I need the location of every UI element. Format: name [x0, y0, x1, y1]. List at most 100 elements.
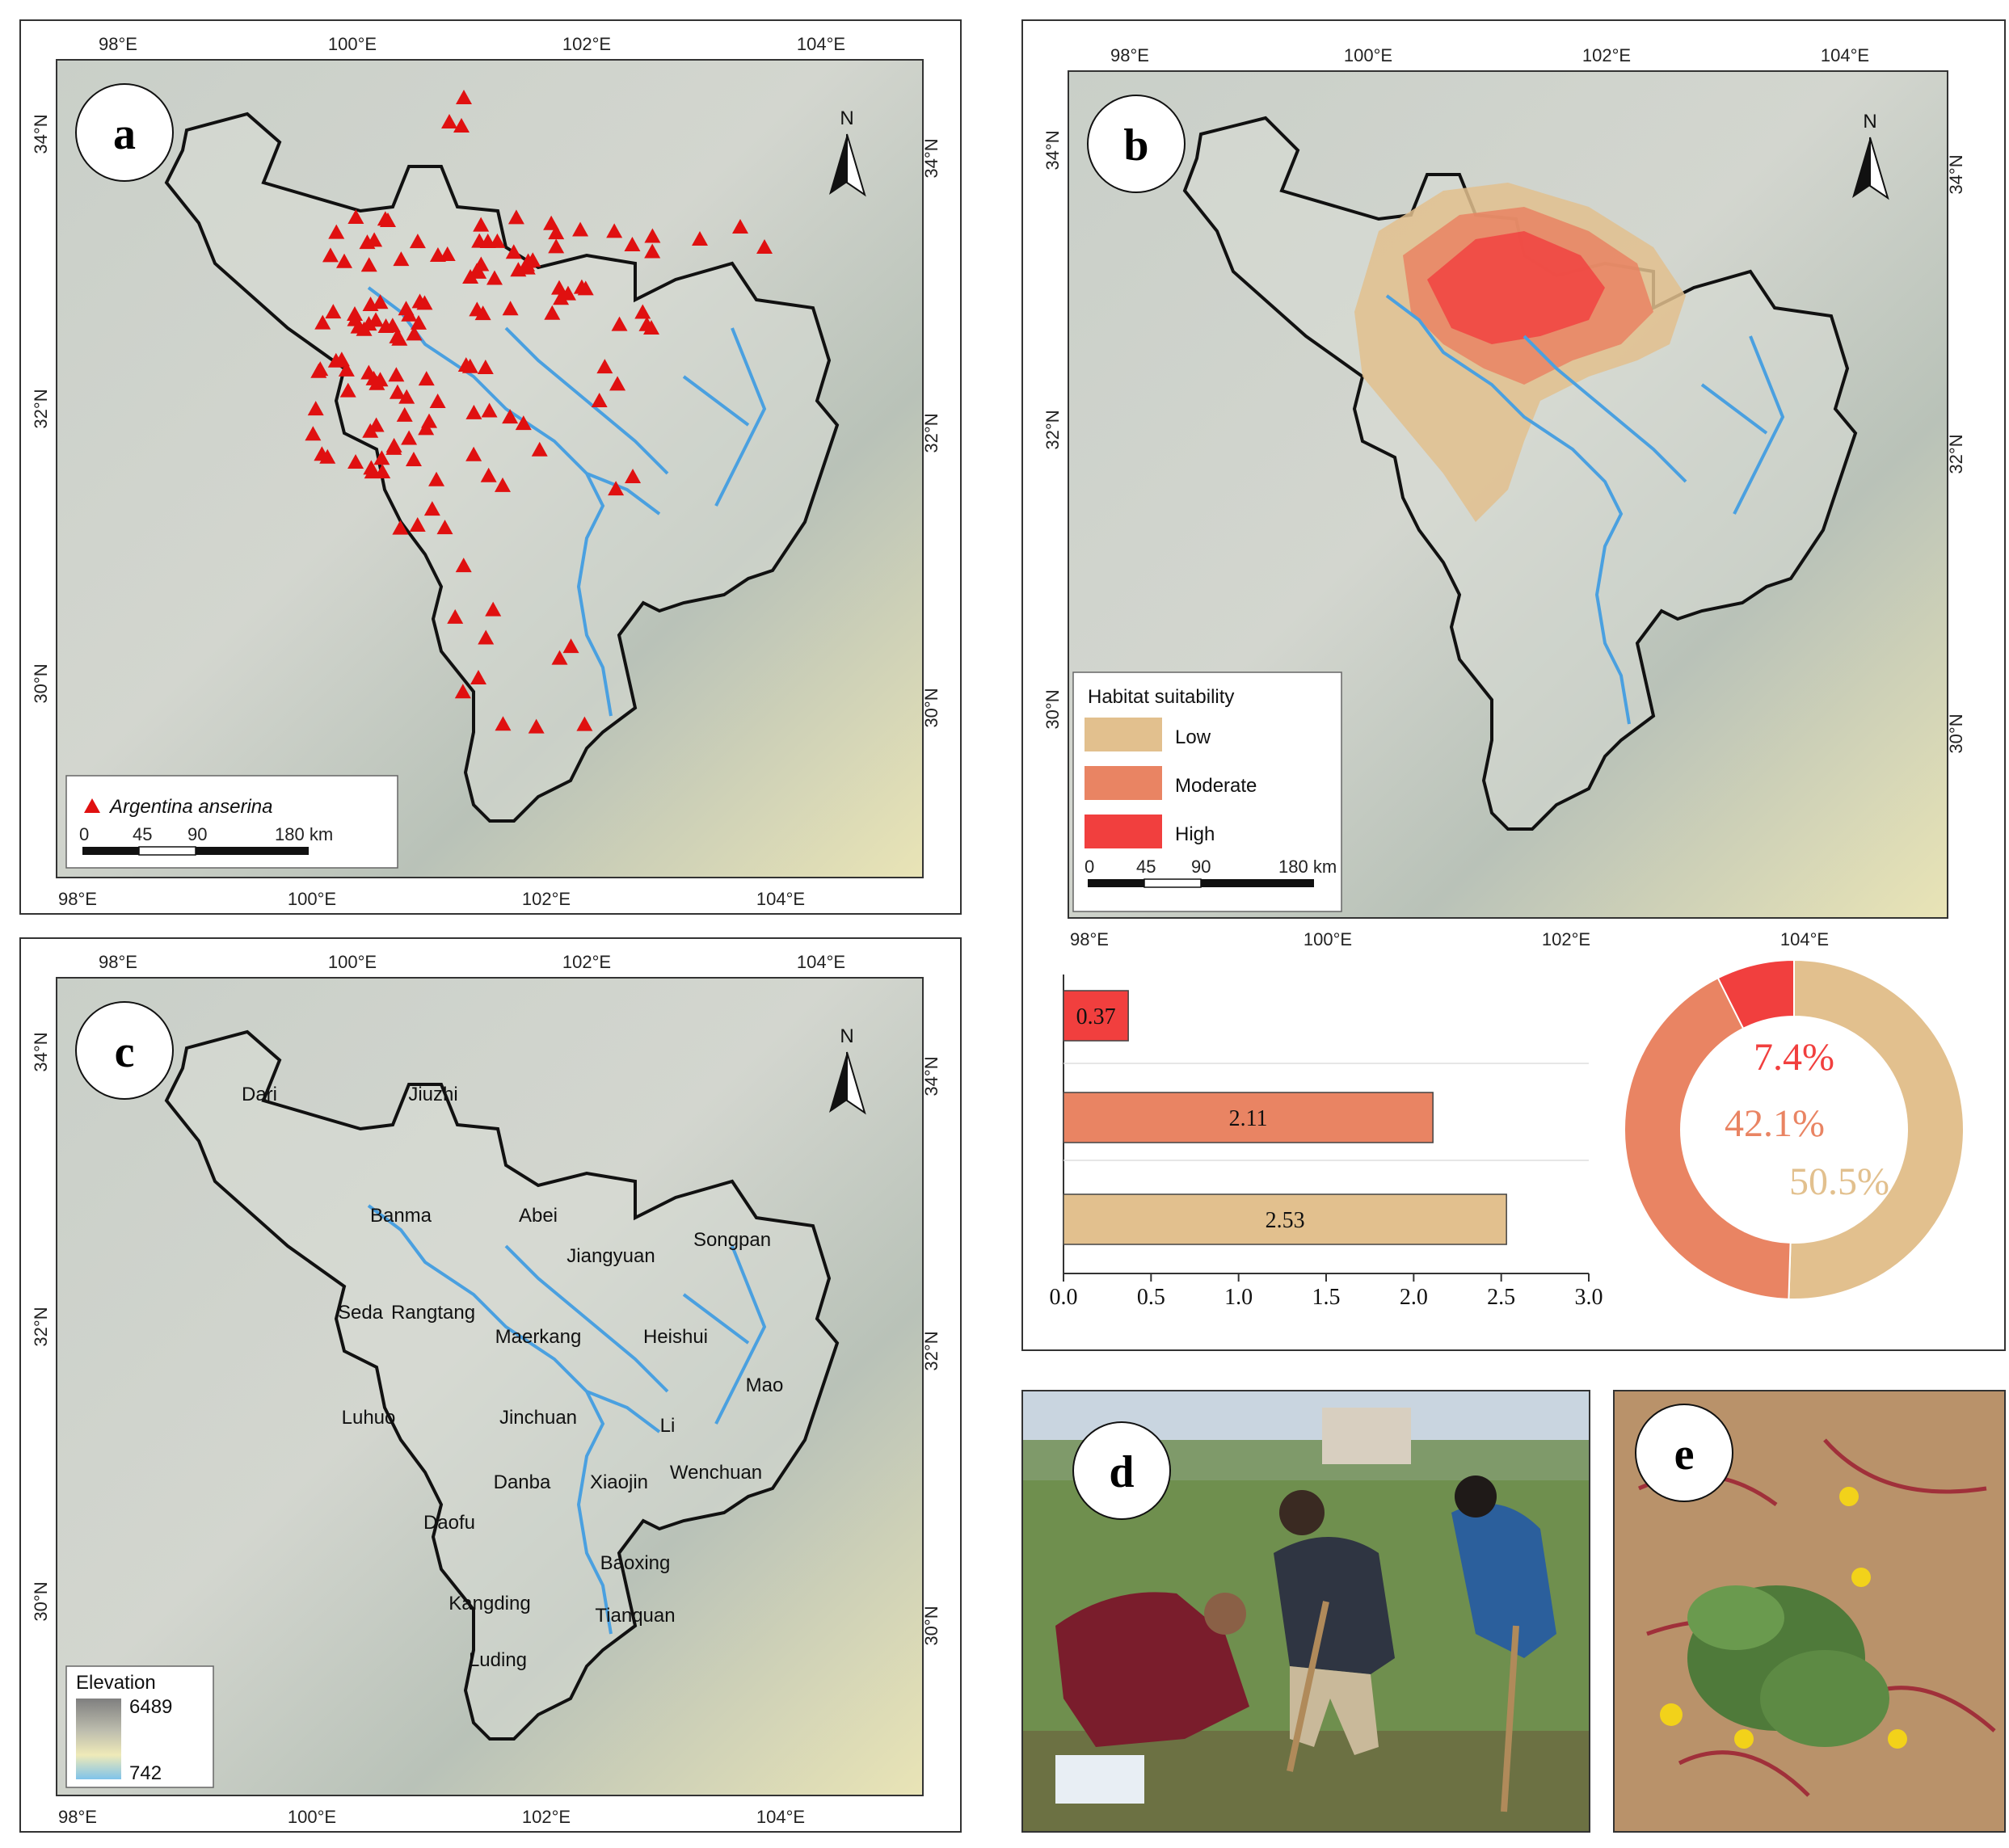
occurrence-point [634, 304, 651, 319]
top-tick-label: 102°E [562, 952, 611, 972]
occurrence-point [411, 293, 428, 309]
county-label: Heishui [643, 1326, 708, 1348]
bottom-tick-label: 98°E [58, 889, 97, 909]
occurrence-point [347, 454, 364, 469]
occurrence-triangle-icon [84, 798, 100, 813]
occurrence-point [508, 209, 524, 225]
map-b-svg: b N Habitat suitability Low Moderate Hig… [1042, 45, 1966, 1310]
x-tick-label: 0.5 [1137, 1285, 1165, 1310]
top-tick-label: 104°E [797, 34, 845, 54]
occurrence-point [388, 367, 405, 382]
occurrence-point [325, 304, 342, 319]
bottom-tick-label: 102°E [522, 889, 571, 909]
occurrence-point [372, 294, 389, 309]
x-tick-label: 2.0 [1400, 1285, 1428, 1310]
donut-slice-high [1716, 958, 1795, 1030]
legend-swatch-moderate [1085, 766, 1162, 800]
occurrence-point [465, 404, 482, 419]
study-area-boundary [164, 1029, 840, 1741]
left-tick-label: 34°N [31, 1032, 51, 1071]
top-tick-label: 100°E [328, 34, 377, 54]
occurrence-point [479, 234, 496, 249]
occurrence-point [550, 280, 567, 295]
left-tick-label: 32°N [1042, 410, 1063, 449]
occurrence-point [485, 601, 502, 617]
occurrence-point [591, 392, 608, 407]
elevation-min: 742 [129, 1762, 162, 1784]
occurrence-point [310, 363, 327, 378]
occurrence-point [551, 650, 568, 665]
right-tick-label: 30°N [1946, 714, 1966, 753]
occurrence-point [389, 384, 406, 399]
occurrence-point [384, 318, 401, 333]
occurrence-point [368, 417, 385, 432]
donut-slice-moderate [1624, 976, 1792, 1300]
field-photo-icon: d [1023, 1391, 1589, 1831]
yellow-flower-icon [1839, 1487, 1859, 1506]
occurrence-point [391, 330, 408, 346]
occurrence-point [406, 326, 423, 341]
scale-tick: 45 [133, 824, 152, 844]
county-label: Dari [242, 1084, 277, 1105]
left-tick-label: 32°N [31, 389, 51, 428]
yellow-flower-icon [1888, 1729, 1907, 1749]
right-tick-label: 30°N [921, 1606, 941, 1645]
occurrence-points [305, 90, 773, 734]
top-tick-label: 98°E [1110, 45, 1149, 65]
panel-d-field-photo: d [1021, 1390, 1590, 1833]
occurrence-point [456, 90, 472, 104]
plant-photo-icon: e [1615, 1391, 2004, 1831]
occurrence-point [732, 219, 748, 234]
panel-letter: e [1674, 1429, 1695, 1480]
occurrence-point [465, 446, 482, 461]
county-label: Jiangyuan [566, 1245, 655, 1267]
elevation-max: 6489 [129, 1696, 172, 1718]
top-tick-label: 98°E [99, 952, 137, 972]
occurrence-point [362, 297, 379, 312]
x-tick-label: 0.0 [1050, 1285, 1078, 1310]
county-label: Songpan [693, 1229, 771, 1251]
bottom-tick-label: 100°E [1304, 929, 1352, 949]
panel-letter-circle [75, 1001, 174, 1100]
bottom-tick-label: 100°E [288, 889, 336, 909]
north-label: N [1863, 111, 1876, 133]
north-arrow-icon [829, 1052, 847, 1113]
occurrence-point [398, 301, 415, 316]
occurrence-point [314, 314, 331, 330]
occurrence-point [453, 118, 470, 133]
scale-tick: 180 km [275, 824, 333, 844]
bottom-tick-label: 104°E [1780, 929, 1829, 949]
occurrence-point [418, 371, 435, 386]
north-label: N [840, 1025, 853, 1047]
occurrence-point [572, 221, 589, 237]
north-arrow-icon [1852, 137, 1870, 198]
bottom-tick-label: 98°E [1070, 929, 1109, 949]
occurrence-point [478, 629, 495, 645]
bar-value-label: 2.11 [1229, 1106, 1268, 1131]
bottom-tick-label: 102°E [522, 1807, 571, 1827]
left-tick-label: 34°N [31, 114, 51, 154]
occurrence-point [454, 684, 471, 699]
right-tick-label: 30°N [921, 688, 941, 727]
county-label: Banma [370, 1205, 432, 1227]
occurrence-point [398, 389, 415, 404]
occurrence-point [505, 244, 522, 259]
occurrence-point [392, 520, 409, 535]
county-label: Maerkang [495, 1326, 582, 1348]
occurrence-point [338, 361, 355, 377]
occurrence-point [396, 406, 413, 422]
top-tick-label: 104°E [1821, 45, 1869, 65]
occurrence-point [609, 376, 626, 391]
panel-letter: c [115, 1027, 135, 1077]
occurrence-point [393, 251, 410, 267]
river-network [367, 1204, 767, 1635]
elevation-legend: Elevation 6489 742 [65, 1665, 214, 1788]
bar-value-label: 2.53 [1266, 1208, 1305, 1233]
occurrence-point [447, 608, 464, 624]
occurrence-point [553, 290, 570, 305]
occurrence-point [461, 358, 478, 373]
occurrence-point [756, 239, 773, 254]
panel-c-county-map: Dari Jiuzhi Banma Abei Jiangyuan Songpan Seda R… [19, 937, 962, 1833]
occurrence-point [473, 217, 490, 232]
legend-a: Argentina anserina 0 45 90 180 km [65, 775, 398, 869]
